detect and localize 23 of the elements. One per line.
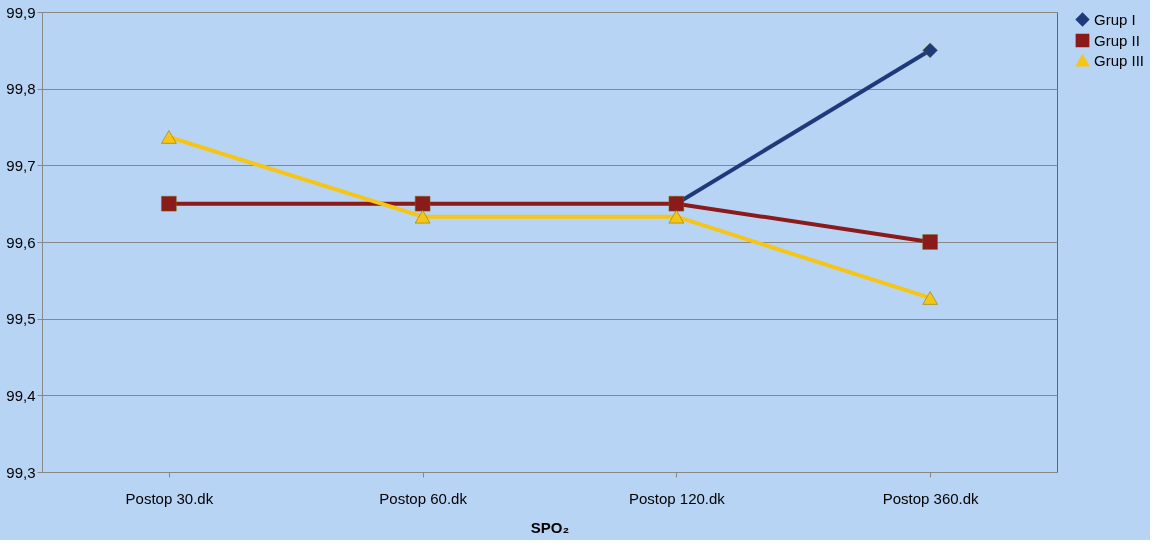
y-tick-label: 99,3 (6, 463, 36, 481)
x-tick-label: Postop 60.dk (379, 489, 468, 507)
x-tick-label: Postop 120.dk (628, 489, 726, 507)
x-tick-label: Postop 360.dk (882, 489, 980, 507)
legend-label: Grup III (1094, 51, 1145, 69)
point (414, 196, 431, 212)
point (161, 130, 177, 144)
point (414, 210, 431, 224)
x-axis-title: SPO₂ (530, 518, 570, 536)
legend-label: Grup I (1094, 10, 1136, 28)
point (922, 234, 938, 250)
y-tick-label: 99,7 (6, 156, 36, 174)
point (922, 291, 938, 305)
y-tick-label: 99,8 (6, 80, 36, 98)
y-tick-label: 99,4 (6, 386, 36, 404)
point (922, 42, 938, 58)
y-tick-label: 99,9 (6, 3, 36, 21)
x-tick-label: Postop 30.dk (125, 489, 214, 507)
y-tick-label: 99,5 (6, 310, 36, 328)
legend-label: Grup II (1094, 31, 1140, 49)
y-tick-label: 99,6 (6, 233, 36, 251)
point (668, 210, 685, 224)
point (161, 196, 177, 212)
